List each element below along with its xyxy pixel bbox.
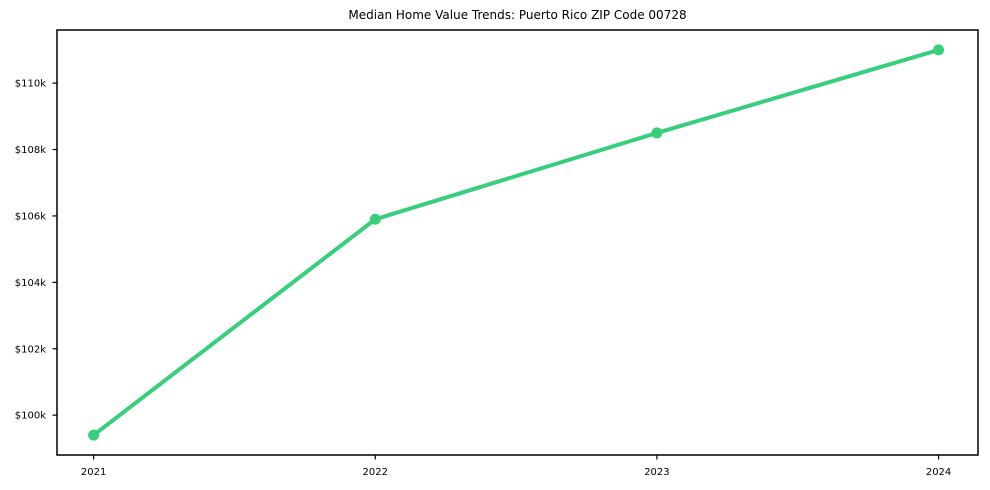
- data-point-marker: [88, 429, 100, 441]
- x-tick-label: 2021: [81, 467, 106, 478]
- y-tick-label: $108k: [15, 145, 46, 156]
- y-tick-label: $102k: [15, 344, 46, 355]
- y-tick-label: $110k: [15, 79, 46, 90]
- data-point-marker: [933, 44, 945, 56]
- y-tick-label: $106k: [15, 211, 46, 222]
- x-tick-label: 2024: [926, 467, 951, 478]
- trend-line: [91, 47, 941, 438]
- y-tick-label: $104k: [15, 278, 46, 289]
- y-tick-label: $100k: [15, 411, 46, 422]
- x-tick-label: 2022: [363, 467, 388, 478]
- data-point-marker: [651, 127, 663, 139]
- data-point-marker: [369, 213, 381, 225]
- chart-title: Median Home Value Trends: Puerto Rico ZI…: [348, 8, 687, 22]
- plot-frame: [56, 29, 979, 456]
- x-tick-label: 2023: [644, 467, 669, 478]
